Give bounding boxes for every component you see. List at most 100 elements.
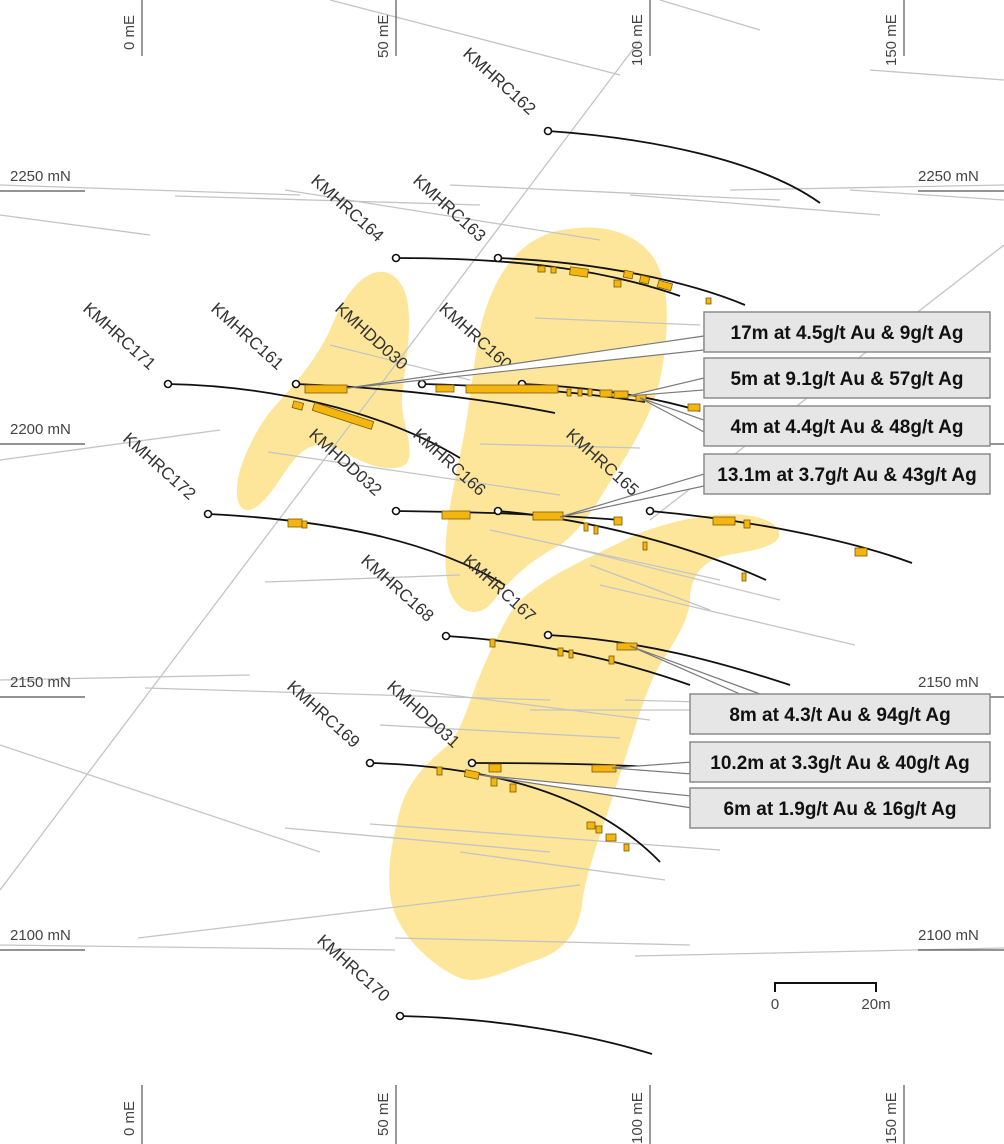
scale-end-label: 20m bbox=[861, 996, 890, 1013]
northing-label-right: 2250 mN bbox=[918, 168, 979, 185]
intercept-marker bbox=[441, 510, 471, 520]
intercept-marker bbox=[488, 763, 502, 773]
trace-KMHRC172 bbox=[207, 513, 506, 586]
intercept-marker bbox=[489, 638, 496, 648]
intercept-marker bbox=[587, 388, 593, 397]
callout-text: 17m at 4.5g/t Au & 9g/t Ag bbox=[731, 323, 964, 344]
trace-KMHRC162 bbox=[547, 130, 821, 204]
collars bbox=[163, 126, 655, 1021]
callout-text: 5m at 9.1g/t Au & 57g/t Ag bbox=[731, 369, 964, 390]
easting-label-top: 50 mE bbox=[375, 15, 392, 58]
intercept-marker bbox=[569, 266, 589, 278]
intercept-marker bbox=[566, 388, 572, 397]
northing-label-right: 2100 mN bbox=[918, 927, 979, 944]
intercept-marker bbox=[613, 390, 629, 399]
callout-leaders bbox=[347, 335, 761, 809]
intercept-marker bbox=[623, 843, 630, 852]
intercept-marker bbox=[593, 525, 599, 535]
intercept-marker bbox=[532, 511, 564, 521]
trace-KMHRC164 bbox=[395, 257, 681, 297]
callout-box bbox=[689, 787, 991, 829]
callout-text: 4m at 4.4g/t Au & 48g/t Ag bbox=[731, 417, 964, 438]
intercept-marker bbox=[613, 279, 622, 288]
intercept-marker bbox=[622, 269, 634, 280]
northing-label-left: 2150 mN bbox=[10, 674, 71, 691]
intercept-marker bbox=[687, 403, 701, 412]
trace-KMHRC167 bbox=[547, 634, 791, 686]
hole-label: KMHRC163 bbox=[409, 171, 489, 246]
easting-label-top: 0 mE bbox=[121, 15, 138, 50]
intercept-marker bbox=[605, 833, 617, 842]
collar-KMHRC161 bbox=[291, 379, 301, 389]
intercept-marker bbox=[613, 516, 623, 526]
intercept-marker bbox=[537, 265, 546, 273]
trace-KMHRC165 bbox=[649, 510, 913, 564]
hole-label: KMHDD031 bbox=[383, 677, 463, 752]
callout-text: 6m at 1.9g/t Au & 16g/t Ag bbox=[724, 799, 957, 820]
easting-label-bottom: 50 mE bbox=[375, 1093, 392, 1136]
hole-label: KMHRC172 bbox=[119, 429, 199, 504]
intercept-marker bbox=[301, 520, 308, 529]
intercept-marker bbox=[705, 297, 712, 305]
callout-box bbox=[689, 741, 991, 783]
zone-central bbox=[445, 227, 667, 613]
intercept-marker bbox=[608, 655, 615, 665]
collar-KMHRC162 bbox=[543, 126, 553, 136]
easting-label-bottom: 100 mE bbox=[629, 1092, 646, 1144]
collar-KMHRC167 bbox=[543, 630, 553, 640]
callout-box bbox=[689, 693, 991, 735]
intercept-marker bbox=[616, 642, 638, 651]
intercept-marker bbox=[465, 384, 559, 394]
intercept-marker bbox=[743, 519, 751, 529]
easting-label-top: 150 mE bbox=[883, 14, 900, 66]
collar-KMHRC163 bbox=[493, 253, 503, 263]
intercept-marker bbox=[568, 649, 574, 659]
collar-KMHRC164 bbox=[391, 253, 401, 263]
easting-label-bottom: 150 mE bbox=[883, 1092, 900, 1144]
intercept-marker bbox=[586, 821, 596, 830]
trace-KMHRC163 bbox=[497, 257, 746, 306]
northing-label-left: 2250 mN bbox=[10, 168, 71, 185]
trace-KMHDD032 bbox=[395, 510, 621, 521]
collar-KMHRC171 bbox=[163, 379, 173, 389]
collar-KMHRC170 bbox=[395, 1011, 405, 1021]
trace-KMHRC171 bbox=[167, 383, 461, 459]
callout-box bbox=[703, 311, 991, 353]
hole-label: KMHRC169 bbox=[283, 677, 363, 752]
intercept-marker bbox=[638, 274, 651, 285]
intercept-marker bbox=[435, 384, 455, 393]
intercept-marker bbox=[741, 572, 747, 582]
callouts: 17m at 4.5g/t Au & 9g/t Ag 5m at 9.1g/t … bbox=[689, 311, 991, 829]
intercept-marker bbox=[557, 647, 564, 657]
collar-KMHDD031 bbox=[467, 758, 477, 768]
intercept-marker bbox=[287, 518, 303, 528]
northing-label-left: 2200 mN bbox=[10, 421, 71, 438]
scale-bar: 0 20m bbox=[771, 982, 891, 1013]
northing-label-left: 2100 mN bbox=[10, 927, 71, 944]
hole-label: KMHRC164 bbox=[307, 171, 387, 246]
callout-text: 10.2m at 3.3g/t Au & 40g/t Ag bbox=[710, 753, 969, 774]
trace-KMHRC170 bbox=[399, 1015, 653, 1055]
trace-KMHRC169 bbox=[369, 762, 661, 863]
intercept-marker bbox=[490, 777, 498, 787]
callout-box bbox=[703, 453, 991, 495]
callout-text: 13.1m at 3.7g/t Au & 43g/t Ag bbox=[717, 465, 976, 486]
intercept-marker bbox=[509, 783, 517, 793]
zone-south bbox=[389, 514, 780, 980]
intercept-marker bbox=[311, 402, 375, 430]
intercept-marker bbox=[304, 384, 348, 394]
intercept-marker bbox=[712, 516, 736, 526]
leader-6 bbox=[611, 761, 693, 775]
intercept-marker bbox=[599, 389, 613, 398]
intercept-marker bbox=[656, 279, 674, 292]
collar-KMHRC168 bbox=[441, 631, 451, 641]
hole-label: KMHRC171 bbox=[79, 299, 159, 374]
collar-KMHRC166 bbox=[493, 506, 503, 516]
collar-KMHRC172 bbox=[203, 509, 213, 519]
intercept-marker bbox=[436, 766, 443, 776]
easting-label-bottom: 0 mE bbox=[121, 1101, 138, 1136]
intercept-marker bbox=[463, 769, 480, 780]
intercept-marker bbox=[595, 825, 603, 834]
